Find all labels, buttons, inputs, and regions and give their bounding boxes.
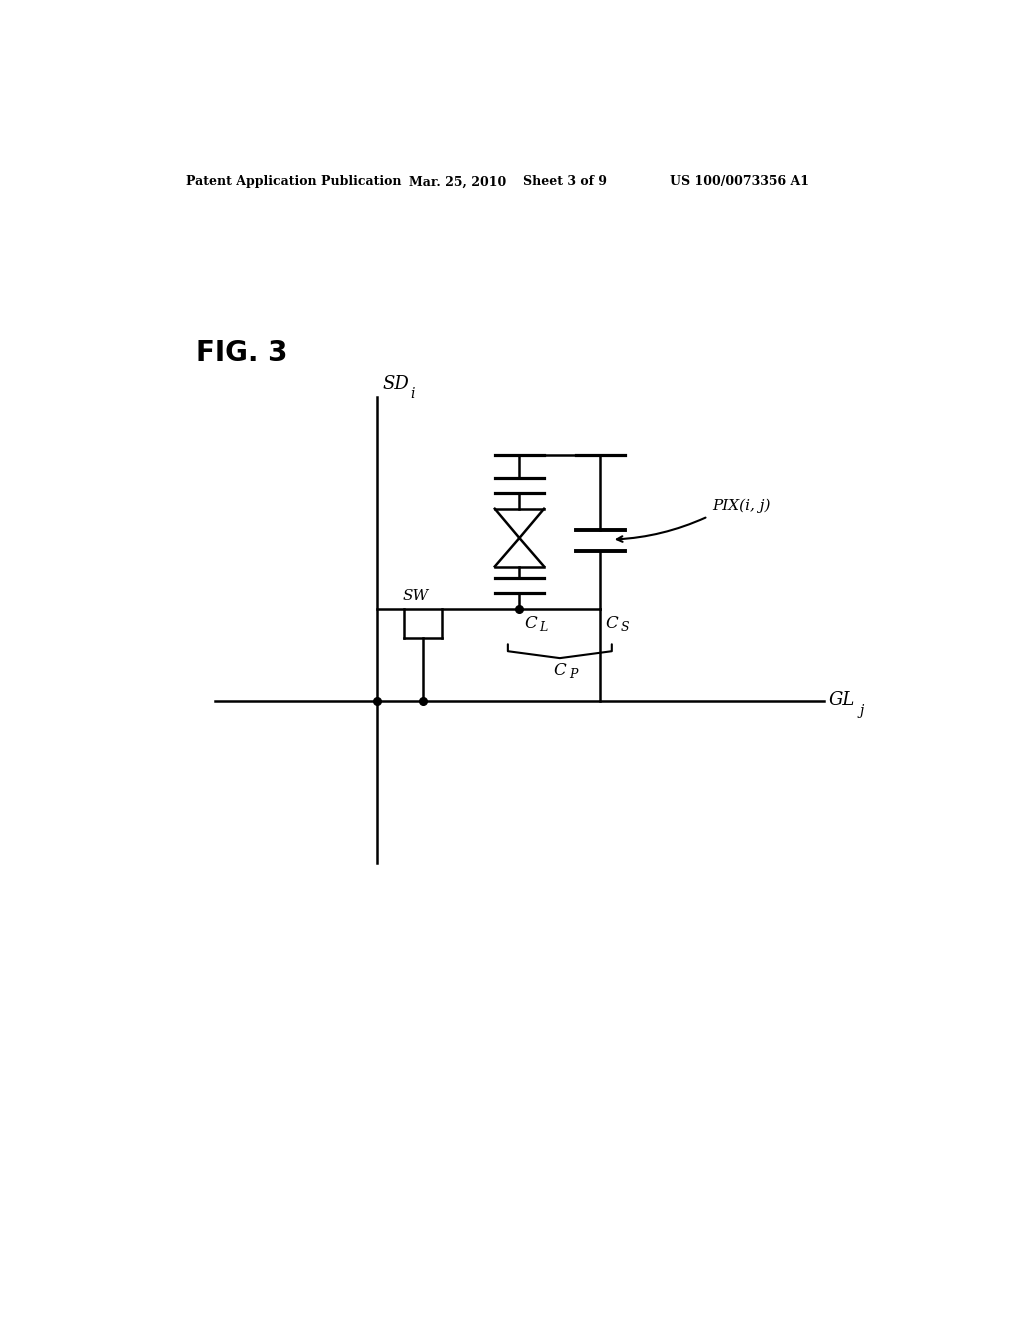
Text: GL: GL bbox=[829, 690, 855, 709]
Text: Mar. 25, 2010: Mar. 25, 2010 bbox=[410, 176, 507, 189]
Text: C: C bbox=[605, 615, 617, 632]
Text: PIX(i, j): PIX(i, j) bbox=[712, 498, 770, 512]
Text: US 100/0073356 A1: US 100/0073356 A1 bbox=[670, 176, 809, 189]
Text: j: j bbox=[860, 705, 864, 718]
Text: Sheet 3 of 9: Sheet 3 of 9 bbox=[523, 176, 607, 189]
Text: S: S bbox=[621, 622, 629, 634]
Text: C: C bbox=[524, 615, 537, 632]
Text: SD: SD bbox=[382, 375, 410, 393]
Text: C: C bbox=[553, 663, 566, 678]
Text: SW: SW bbox=[402, 589, 428, 603]
Text: FIG. 3: FIG. 3 bbox=[196, 339, 288, 367]
Text: P: P bbox=[569, 668, 578, 681]
Text: i: i bbox=[410, 387, 415, 401]
Text: Patent Application Publication: Patent Application Publication bbox=[186, 176, 401, 189]
Text: L: L bbox=[540, 622, 548, 634]
